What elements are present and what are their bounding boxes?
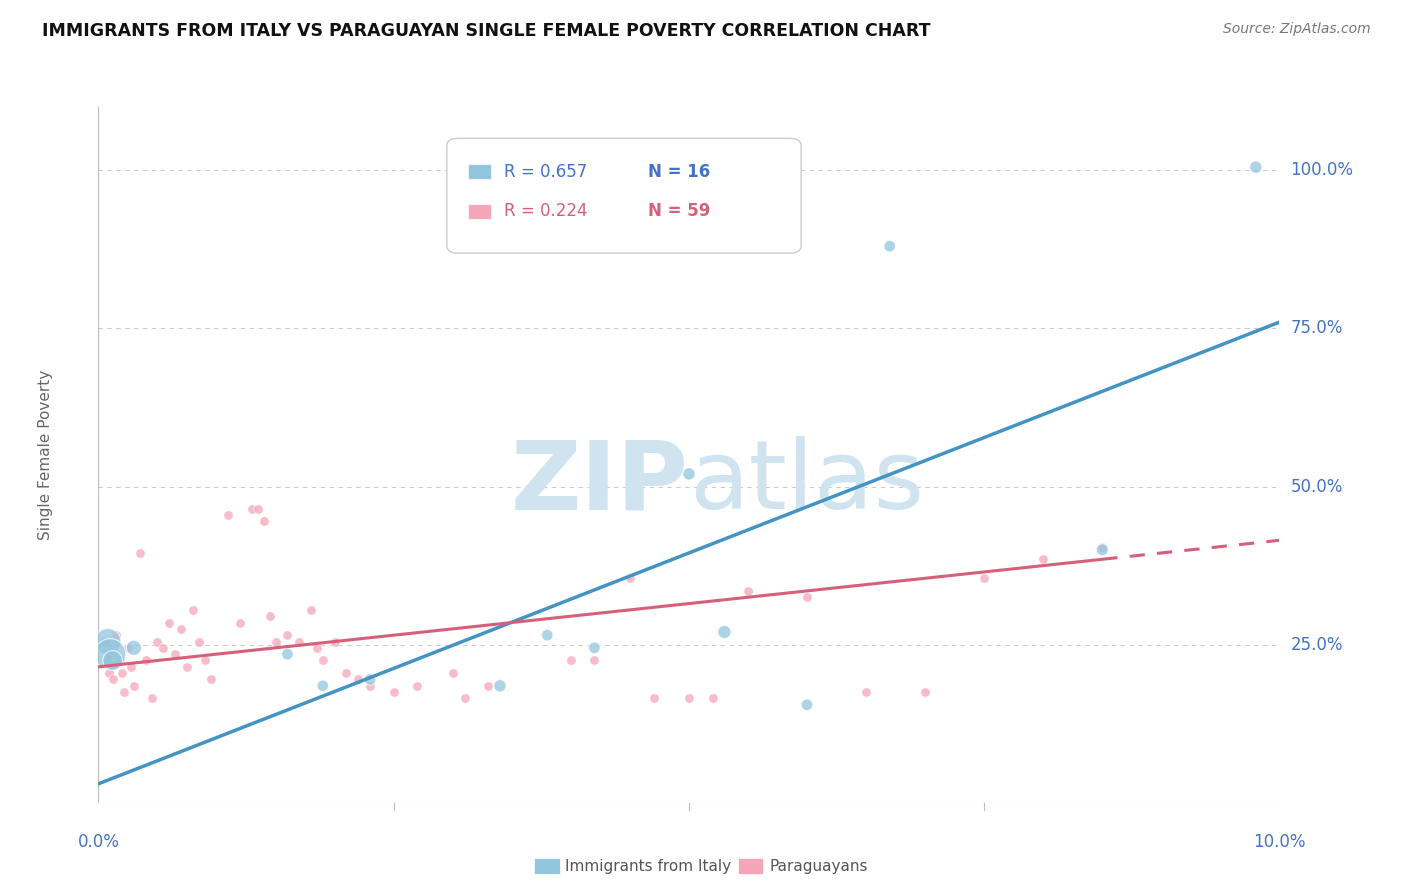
Point <box>264 634 287 648</box>
Point <box>560 653 582 667</box>
Point <box>678 467 700 481</box>
Text: Immigrants from Italy: Immigrants from Italy <box>565 859 731 873</box>
Text: Paraguayans: Paraguayans <box>769 859 868 873</box>
Point <box>1091 540 1114 554</box>
Point <box>165 647 187 661</box>
Point <box>128 546 150 560</box>
Text: 50.0%: 50.0% <box>1291 477 1343 496</box>
Point <box>1032 552 1054 566</box>
Point <box>1091 542 1114 557</box>
Point <box>240 501 263 516</box>
Point <box>93 634 115 648</box>
FancyBboxPatch shape <box>468 203 492 219</box>
Text: N = 16: N = 16 <box>648 162 710 181</box>
Point <box>98 647 121 661</box>
Point <box>914 685 936 699</box>
Point <box>98 666 121 681</box>
Point <box>583 640 606 655</box>
Text: R = 0.657: R = 0.657 <box>503 162 586 181</box>
Point <box>305 640 328 655</box>
Point <box>152 640 174 655</box>
Point <box>101 673 124 687</box>
Text: 100.0%: 100.0% <box>1291 161 1354 179</box>
Point <box>200 673 222 687</box>
Point <box>855 685 877 699</box>
Point <box>973 571 995 585</box>
Point <box>583 653 606 667</box>
Point <box>713 625 735 640</box>
Point <box>477 679 499 693</box>
Point <box>1244 160 1267 174</box>
Point <box>97 634 120 648</box>
Point <box>122 679 145 693</box>
Text: atlas: atlas <box>689 436 924 529</box>
Point <box>96 653 118 667</box>
Point <box>288 634 311 648</box>
Point <box>276 647 298 661</box>
Point <box>299 603 322 617</box>
Point <box>796 591 818 605</box>
Point <box>108 653 131 667</box>
Text: Single Female Poverty: Single Female Poverty <box>38 370 53 540</box>
Text: 10.0%: 10.0% <box>1253 833 1306 851</box>
Text: N = 59: N = 59 <box>648 202 710 220</box>
Point <box>135 653 157 667</box>
Point <box>359 679 381 693</box>
Point <box>382 685 405 699</box>
Point <box>146 634 169 648</box>
Point <box>678 691 700 706</box>
Point <box>194 653 217 667</box>
Point <box>406 679 429 693</box>
Point <box>536 628 558 642</box>
Point <box>323 634 346 648</box>
Point <box>229 615 252 630</box>
Point <box>259 609 281 624</box>
Point <box>253 514 276 528</box>
Point <box>122 640 145 655</box>
Point <box>702 691 724 706</box>
Text: R = 0.224: R = 0.224 <box>503 202 588 220</box>
Point <box>312 653 335 667</box>
Point <box>347 673 370 687</box>
Point <box>246 501 269 516</box>
Point <box>157 615 180 630</box>
Point <box>98 647 121 661</box>
Point <box>170 622 193 636</box>
Point <box>111 666 134 681</box>
Point <box>335 666 357 681</box>
Point <box>121 660 143 674</box>
Text: 25.0%: 25.0% <box>1291 636 1343 654</box>
Point <box>453 691 475 706</box>
Text: 0.0%: 0.0% <box>77 833 120 851</box>
Point <box>187 634 209 648</box>
Point <box>441 666 464 681</box>
FancyBboxPatch shape <box>468 164 492 179</box>
Text: ZIP: ZIP <box>510 436 689 529</box>
Point <box>141 691 163 706</box>
Point <box>101 653 124 667</box>
Text: IMMIGRANTS FROM ITALY VS PARAGUAYAN SINGLE FEMALE POVERTY CORRELATION CHART: IMMIGRANTS FROM ITALY VS PARAGUAYAN SING… <box>42 22 931 40</box>
Point <box>643 691 665 706</box>
Point <box>796 698 818 712</box>
Point <box>489 679 512 693</box>
Text: Source: ZipAtlas.com: Source: ZipAtlas.com <box>1223 22 1371 37</box>
Point <box>176 660 198 674</box>
Point <box>879 239 901 253</box>
Point <box>117 640 139 655</box>
Point <box>105 628 128 642</box>
Point <box>181 603 204 617</box>
FancyBboxPatch shape <box>447 138 801 253</box>
Point <box>112 685 135 699</box>
Point <box>359 673 381 687</box>
Point <box>312 679 335 693</box>
Point <box>217 508 239 522</box>
Point <box>276 628 298 642</box>
Text: 75.0%: 75.0% <box>1291 319 1343 337</box>
Point <box>737 583 759 598</box>
Point <box>619 571 641 585</box>
